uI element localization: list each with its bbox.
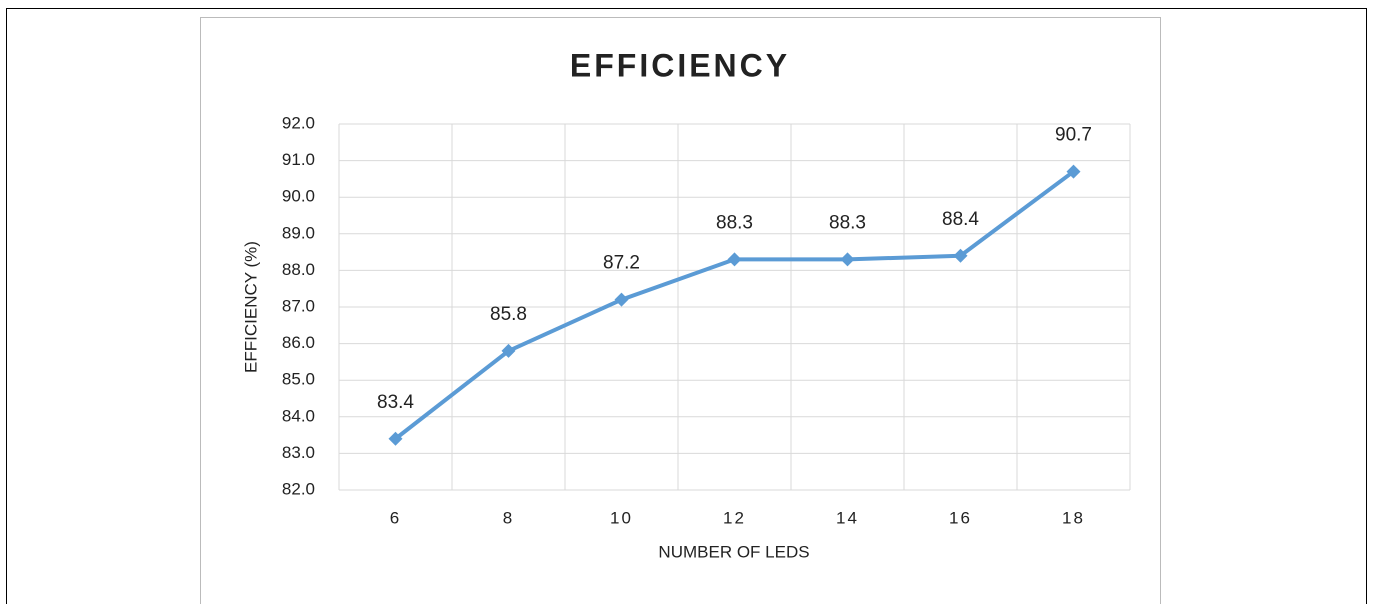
y-tick-label: 88.0 (282, 260, 315, 279)
data-label: 83.4 (377, 392, 414, 413)
x-tick-label: 6 (390, 508, 401, 527)
y-tick-label: 86.0 (282, 333, 315, 352)
y-tick-label: 91.0 (282, 150, 315, 169)
x-tick-label: 14 (836, 508, 859, 527)
chart-title: EFFICIENCY (570, 47, 790, 83)
data-point (614, 292, 629, 307)
data-point (1066, 164, 1081, 179)
data-point (953, 248, 968, 263)
chart-frame (200, 17, 1161, 608)
data-label: 87.2 (603, 253, 640, 274)
y-tick-label: 87.0 (282, 296, 315, 315)
data-label: 85.8 (490, 304, 527, 325)
y-tick-label: 85.0 (282, 370, 315, 389)
x-axis-title: NUMBER OF LEDS (658, 542, 809, 561)
data-label: 88.3 (829, 212, 866, 233)
data-point (840, 252, 855, 267)
y-tick-label: 92.0 (282, 113, 315, 132)
data-label: 88.3 (716, 212, 753, 233)
data-point (501, 343, 516, 358)
x-tick-label: 8 (503, 508, 514, 527)
data-label: 88.4 (942, 209, 979, 230)
x-tick-label: 16 (949, 508, 972, 527)
y-axis-title: EFFICIENCY (%) (241, 241, 260, 373)
y-tick-label: 84.0 (282, 406, 315, 425)
y-tick-label: 83.0 (282, 443, 315, 462)
data-label: 90.7 (1055, 125, 1092, 146)
x-tick-label: 12 (723, 508, 746, 527)
x-tick-label: 18 (1062, 508, 1085, 527)
y-tick-label: 82.0 (282, 479, 315, 498)
y-tick-label: 89.0 (282, 223, 315, 242)
data-point (388, 431, 403, 446)
x-tick-label: 10 (610, 508, 633, 527)
data-point (727, 252, 742, 267)
y-tick-label: 90.0 (282, 187, 315, 206)
